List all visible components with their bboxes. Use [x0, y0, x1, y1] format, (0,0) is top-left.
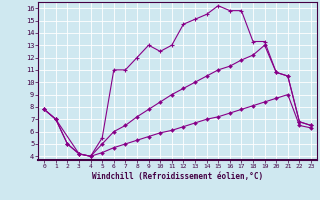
X-axis label: Windchill (Refroidissement éolien,°C): Windchill (Refroidissement éolien,°C): [92, 172, 263, 181]
